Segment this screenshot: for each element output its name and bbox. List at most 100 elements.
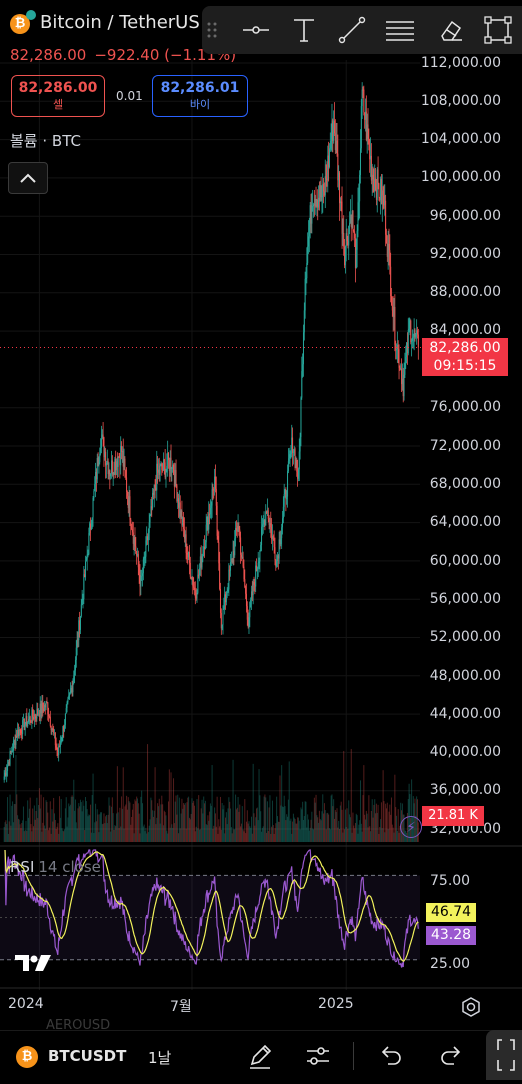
volume-legend[interactable]: 볼륨 · BTC: [10, 132, 81, 150]
candle-body: [17, 729, 19, 737]
volume-bar: [268, 807, 270, 842]
bracket-icon: [497, 1039, 515, 1071]
candle-body: [50, 725, 52, 731]
volume-bar: [389, 804, 391, 842]
candle-body: [60, 741, 62, 743]
time-axis-label: 7월: [170, 999, 192, 1015]
volume-bar: [208, 820, 210, 842]
volume-bar: [139, 833, 141, 842]
volume-bar: [376, 812, 378, 842]
volume-bar: [365, 810, 367, 842]
candle-body: [325, 176, 327, 180]
candle-body: [208, 513, 210, 530]
indicators-icon[interactable]: [304, 1042, 332, 1070]
buy-button[interactable]: 82,286.01 바이: [152, 75, 248, 117]
eraser-icon[interactable]: [434, 14, 466, 46]
candle-body: [319, 185, 321, 202]
fib-icon[interactable]: [384, 14, 416, 46]
candle-body: [339, 172, 341, 204]
volume-bar: [107, 814, 109, 842]
volume-bar: [105, 814, 107, 842]
volume-bar: [289, 820, 291, 842]
candle-body: [409, 320, 411, 329]
volume-bar: [354, 828, 356, 842]
candle-body: [24, 724, 26, 731]
candle-body: [91, 517, 93, 528]
horizontal-line-icon[interactable]: [240, 14, 272, 46]
volume-bar: [380, 819, 382, 842]
candle-body: [394, 306, 396, 345]
interval-selector[interactable]: 1날: [148, 1049, 172, 1067]
candle-body: [380, 178, 382, 205]
sell-button[interactable]: 82,286.00 셀: [11, 75, 105, 117]
candle-body: [131, 525, 133, 530]
candle-body: [339, 201, 341, 204]
text-icon[interactable]: [288, 14, 320, 46]
rsi-legend[interactable]: RSI 14 close: [10, 858, 101, 876]
volume-bar: [90, 832, 92, 842]
candle-body: [328, 148, 330, 168]
volume-bar: [84, 830, 86, 842]
candle-body: [106, 461, 108, 463]
candle-body: [396, 345, 398, 350]
volume-bar: [32, 808, 34, 842]
volume-bar: [265, 797, 267, 842]
volume-bar: [215, 826, 217, 842]
candle-body: [414, 329, 416, 337]
volume-bar: [38, 804, 40, 842]
candle-body: [135, 546, 137, 554]
price-axis-label: 64,000.00: [429, 514, 501, 530]
candle-body: [68, 695, 70, 699]
candle-body: [278, 539, 280, 559]
rectangle-icon[interactable]: [482, 14, 514, 46]
lightning-icon[interactable]: ⚡: [400, 816, 422, 838]
volume-bar: [255, 817, 257, 842]
volume-bar: [267, 831, 269, 842]
volume-bar: [221, 803, 223, 842]
candle-body: [376, 169, 378, 200]
volume-bar: [249, 826, 251, 842]
candle-body: [199, 556, 201, 569]
symbol-selector[interactable]: BTCUSDT: [48, 1047, 127, 1065]
undo-icon[interactable]: [376, 1042, 404, 1070]
candle-body: [209, 507, 211, 515]
candle-body: [337, 153, 339, 181]
volume-bar: [280, 805, 282, 842]
volume-bar: [99, 814, 101, 842]
drawing-toolbar: [202, 6, 522, 54]
candle-body: [121, 446, 123, 452]
volume-bar: [287, 799, 289, 842]
more-menu-button[interactable]: [486, 1030, 522, 1080]
redo-icon[interactable]: [438, 1042, 466, 1070]
drag-handle-icon[interactable]: [204, 14, 222, 46]
candle-body: [126, 491, 128, 496]
volume-bar: [74, 799, 76, 842]
candle-body: [19, 729, 21, 731]
candle-body: [327, 155, 329, 180]
candle-body: [379, 197, 381, 201]
candle-body: [158, 469, 160, 475]
pen-icon[interactable]: [246, 1042, 274, 1070]
volume-bar: [133, 833, 135, 842]
volume-bar: [193, 800, 195, 842]
candle-body: [45, 701, 47, 708]
collapse-legend-button[interactable]: [8, 162, 48, 194]
trend-line-icon[interactable]: [336, 14, 368, 46]
volume-bar: [153, 810, 155, 842]
candle-body: [326, 179, 328, 181]
price-axis-label: 108,000.00: [420, 93, 501, 109]
volume-bar: [358, 824, 360, 842]
candle-body: [371, 174, 373, 181]
candle-body: [58, 745, 60, 756]
volume-bar: [67, 817, 69, 842]
volume-bar: [13, 803, 15, 842]
chart-settings-icon[interactable]: [460, 996, 482, 1018]
volume-bar: [332, 806, 334, 842]
candle-body: [77, 639, 79, 641]
candle-body: [251, 591, 253, 596]
candle-body: [275, 559, 277, 567]
symbol-title[interactable]: Bitcoin / TetherUS: [40, 12, 200, 33]
volume-bar: [276, 796, 278, 842]
volume-bar: [52, 821, 54, 842]
